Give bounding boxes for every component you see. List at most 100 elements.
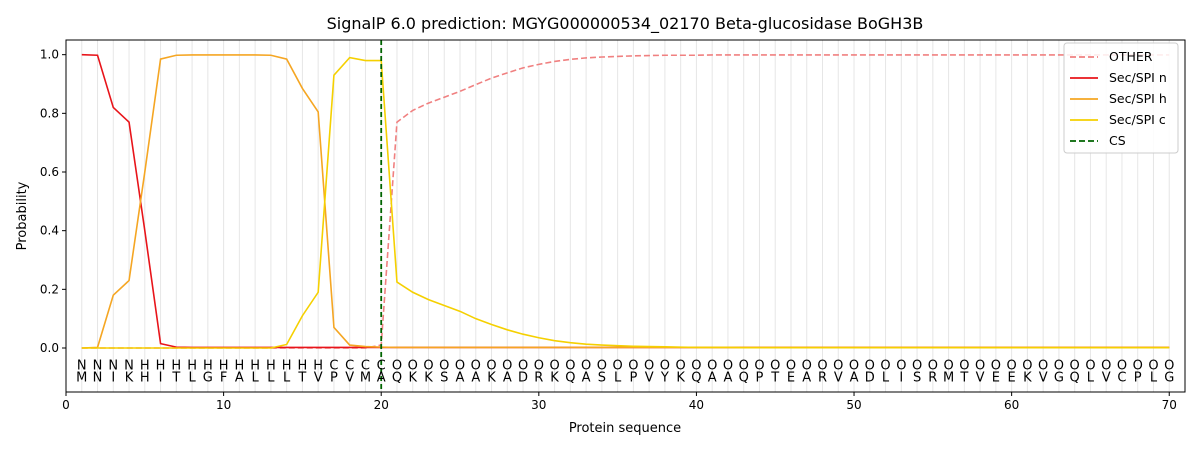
region-label: O xyxy=(1148,359,1158,374)
residue-label: V xyxy=(314,370,323,385)
region-label: C xyxy=(377,359,386,374)
residue-label: S xyxy=(440,370,448,385)
region-label: O xyxy=(754,359,764,374)
region-label: O xyxy=(486,359,496,374)
region-label: O xyxy=(833,359,843,374)
residue-label: K xyxy=(408,370,417,385)
x-tick-label: 40 xyxy=(689,398,704,412)
legend-label: CS xyxy=(1109,133,1126,148)
residue-label: G xyxy=(203,370,213,385)
residue-label: Q xyxy=(691,370,701,385)
region-label: O xyxy=(959,359,969,374)
region-label: H xyxy=(140,359,150,374)
y-tick-label: 0.0 xyxy=(40,341,59,355)
region-label: C xyxy=(345,359,354,374)
residue-label: I xyxy=(159,370,163,385)
region-label: O xyxy=(896,359,906,374)
residue-label: K xyxy=(1023,370,1032,385)
region-label: O xyxy=(502,359,512,374)
y-axis-label: Probability xyxy=(15,181,30,250)
region-label: O xyxy=(865,359,875,374)
region-label: O xyxy=(1164,359,1174,374)
residue-label: Q xyxy=(392,370,402,385)
region-label: O xyxy=(975,359,985,374)
region-label: C xyxy=(361,359,370,374)
residue-label: L xyxy=(1087,370,1095,385)
chart-title: SignalP 6.0 prediction: MGYG000000534_02… xyxy=(327,14,924,34)
region-label: O xyxy=(392,359,402,374)
residue-label: T xyxy=(297,370,306,385)
residue-label: Q xyxy=(1070,370,1080,385)
residue-label: L xyxy=(882,370,890,385)
region-label: O xyxy=(912,359,922,374)
region-label: O xyxy=(1007,359,1017,374)
x-tick-label: 10 xyxy=(216,398,231,412)
region-label: O xyxy=(707,359,717,374)
region-label: O xyxy=(423,359,433,374)
region-label: O xyxy=(581,359,591,374)
legend-label: Sec/SPI n xyxy=(1109,70,1167,85)
residue-label: S xyxy=(913,370,921,385)
x-tick-label: 50 xyxy=(846,398,861,412)
residue-label: K xyxy=(487,370,496,385)
residue-label: C xyxy=(1117,370,1126,385)
region-label: O xyxy=(644,359,654,374)
residue-label: N xyxy=(93,370,103,385)
residue-label: A xyxy=(708,370,717,385)
residue-label: R xyxy=(534,370,543,385)
residue-label: A xyxy=(456,370,465,385)
region-label: N xyxy=(93,359,103,374)
region-label: H xyxy=(282,359,292,374)
region-label: O xyxy=(849,359,859,374)
residue-label: M xyxy=(943,370,954,385)
region-label: H xyxy=(187,359,197,374)
grid-lines xyxy=(81,40,1170,392)
region-label: O xyxy=(1101,359,1111,374)
region-label: O xyxy=(549,359,559,374)
residue-label: S xyxy=(598,370,606,385)
residue-label: I xyxy=(899,370,903,385)
residue-label: Q xyxy=(739,370,749,385)
residue-label: P xyxy=(330,370,338,385)
y-tick-label: 1.0 xyxy=(40,48,59,62)
region-label: O xyxy=(471,359,481,374)
region-label: O xyxy=(597,359,607,374)
residue-label: A xyxy=(377,370,386,385)
region-label: O xyxy=(613,359,623,374)
residue-label: A xyxy=(235,370,244,385)
x-tick-label: 0 xyxy=(62,398,70,412)
region-label: O xyxy=(691,359,701,374)
residue-label: I xyxy=(111,370,115,385)
y-tick-label: 0.8 xyxy=(40,106,59,120)
region-label: O xyxy=(802,359,812,374)
region-label: H xyxy=(298,359,308,374)
region-label: O xyxy=(1085,359,1095,374)
region-label: O xyxy=(1133,359,1143,374)
series-line-other xyxy=(81,54,1170,349)
residue-label: A xyxy=(582,370,591,385)
region-label: O xyxy=(739,359,749,374)
legend-label: Sec/SPI c xyxy=(1109,112,1166,127)
region-label: H xyxy=(171,359,181,374)
region-label: O xyxy=(928,359,938,374)
residue-label: A xyxy=(850,370,859,385)
residue-label: E xyxy=(787,370,795,385)
residue-label: P xyxy=(629,370,637,385)
residue-label: D xyxy=(518,370,528,385)
residue-label: A xyxy=(802,370,811,385)
region-label: H xyxy=(234,359,244,374)
region-label: O xyxy=(991,359,1001,374)
residue-label: F xyxy=(220,370,227,385)
region-label: N xyxy=(108,359,118,374)
residue-label: R xyxy=(818,370,827,385)
region-label: O xyxy=(943,359,953,374)
residue-label: V xyxy=(976,370,985,385)
residue-label: P xyxy=(756,370,764,385)
residue-label: V xyxy=(645,370,654,385)
region-label: O xyxy=(1117,359,1127,374)
series-line-sec-spi-c xyxy=(81,56,1170,349)
region-label: H xyxy=(156,359,166,374)
legend-label: Sec/SPI h xyxy=(1109,91,1167,106)
